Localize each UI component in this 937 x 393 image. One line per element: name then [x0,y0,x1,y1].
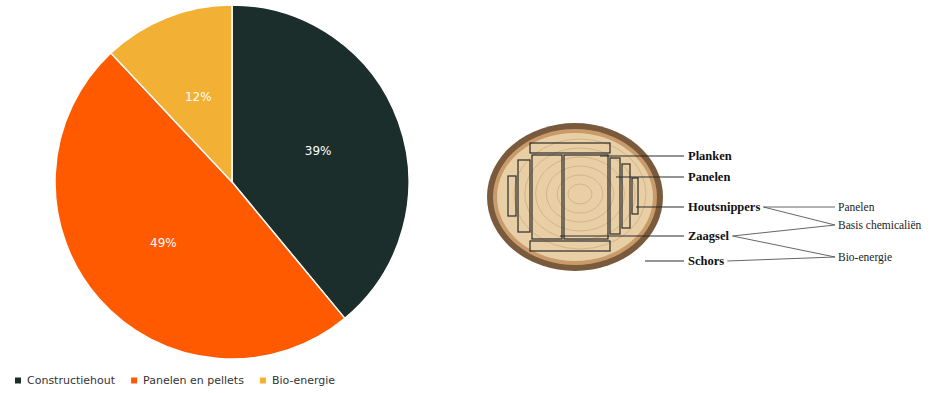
svg-text:Bio-energie: Bio-energie [272,374,335,387]
svg-text:49%: 49% [150,236,177,250]
svg-text:Constructiehout: Constructiehout [27,374,116,387]
svg-text:12%: 12% [185,90,212,104]
svg-text:Panelen: Panelen [688,170,730,184]
svg-text:Bio-energie: Bio-energie [838,251,892,264]
svg-text:Houtsnippers: Houtsnippers [688,200,760,214]
svg-text:39%: 39% [305,144,332,158]
svg-text:Schors: Schors [688,254,724,268]
svg-text:Panelen en pellets: Panelen en pellets [143,374,244,387]
svg-text:Panelen: Panelen [838,201,875,213]
svg-text:Planken: Planken [688,149,732,163]
svg-text:Zaagsel: Zaagsel [688,229,730,243]
svg-text:Basis chemicaliën: Basis chemicaliën [838,219,922,231]
